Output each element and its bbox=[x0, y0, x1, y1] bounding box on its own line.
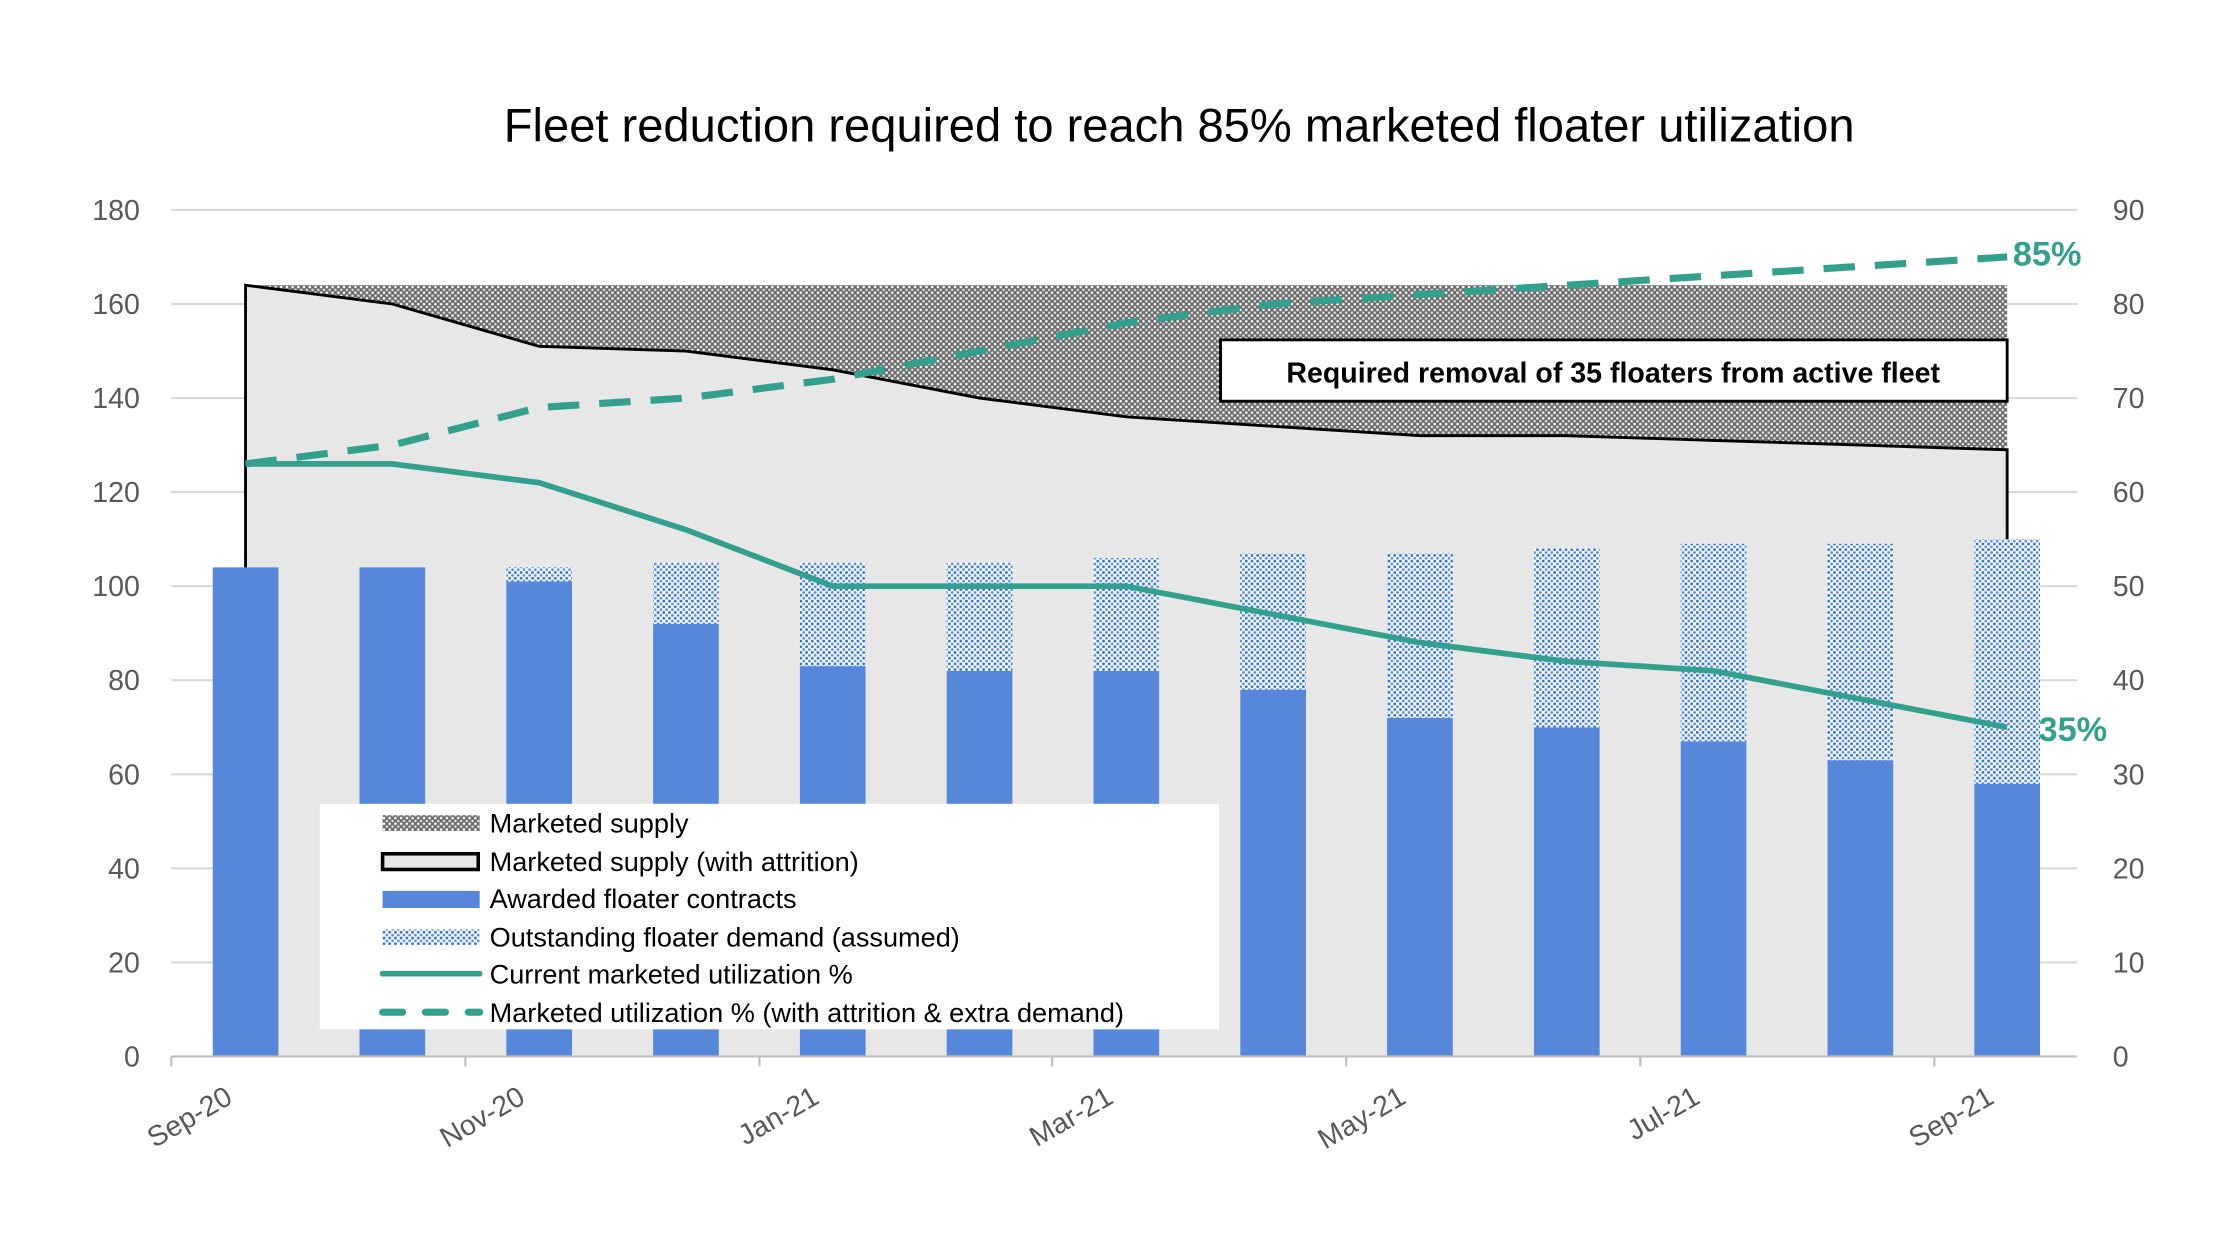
y-left-tick-label: 60 bbox=[108, 759, 140, 791]
legend-swatch-awarded bbox=[382, 890, 480, 909]
y-right-tick-label: 60 bbox=[2113, 477, 2145, 509]
demand-bar bbox=[1533, 548, 1600, 728]
attrition-outline bbox=[244, 283, 2009, 1057]
demand-bar bbox=[506, 567, 572, 582]
legend-label: Marketed utilization % (with attrition &… bbox=[490, 997, 1124, 1028]
y-left-tick-label: 40 bbox=[108, 853, 140, 885]
legend-label: Current marketed utilization % bbox=[490, 959, 853, 990]
y-right-tick-label: 80 bbox=[2113, 289, 2145, 321]
demand-bar bbox=[1974, 539, 2040, 784]
y-right-tick-label: 20 bbox=[2113, 853, 2145, 885]
y-left-tick-label: 80 bbox=[108, 665, 140, 697]
legend-label: Awarded floater contracts bbox=[490, 883, 797, 914]
legend-swatch-supply bbox=[382, 815, 480, 831]
y-left-tick-label: 160 bbox=[92, 289, 140, 321]
marketed-supply-area bbox=[245, 285, 2008, 450]
awarded-bar bbox=[1827, 760, 1894, 1057]
y-right-tick-label: 40 bbox=[2113, 665, 2145, 697]
legend-swatch-demand bbox=[382, 929, 480, 946]
end-label-solid: 35% bbox=[2039, 711, 2108, 749]
y-right-tick-label: 30 bbox=[2113, 759, 2145, 791]
awarded-bar bbox=[1680, 741, 1747, 1057]
legend-label: Marketed supply (with attrition) bbox=[490, 846, 859, 877]
demand-bar bbox=[653, 562, 719, 624]
awarded-bar bbox=[1974, 783, 2040, 1057]
dashed-utilization-line bbox=[245, 253, 2008, 468]
end-label-dashed: 85% bbox=[2013, 236, 2082, 274]
awarded-bar bbox=[1533, 727, 1600, 1057]
legend-swatch-attrition bbox=[380, 851, 481, 872]
y-right-tick-label: 0 bbox=[2113, 1041, 2129, 1073]
awarded-bar bbox=[212, 567, 279, 1057]
x-tick-label: May-21 bbox=[1313, 1081, 1411, 1156]
x-tick-label: Jan-21 bbox=[733, 1081, 825, 1152]
lines bbox=[245, 253, 2008, 731]
y-left-tick-label: 100 bbox=[92, 571, 140, 603]
x-tick-label: Mar-21 bbox=[1024, 1081, 1118, 1154]
x-tick-label: Jul-21 bbox=[1622, 1081, 1705, 1148]
removal-annotation: Required removal of 35 floaters from act… bbox=[1219, 338, 2009, 403]
y-left-tick-label: 140 bbox=[92, 383, 140, 415]
demand-bar bbox=[946, 562, 1013, 671]
current-utilization-line bbox=[245, 461, 2008, 731]
removal-annotation-text: Required removal of 35 floaters from act… bbox=[1286, 358, 1940, 390]
y-right-tick-label: 50 bbox=[2113, 571, 2145, 603]
y-right-tick-label: 10 bbox=[2113, 947, 2145, 979]
y-left-tick-label: 20 bbox=[108, 947, 140, 979]
y-left-tick-label: 0 bbox=[124, 1041, 140, 1073]
legend: Marketed supply Marketed supply (with at… bbox=[319, 803, 1220, 1030]
y-left-tick-label: 120 bbox=[92, 477, 140, 509]
demand-bar bbox=[1680, 543, 1747, 742]
demand-bar bbox=[1093, 557, 1160, 671]
x-tick-label: Sep-21 bbox=[1904, 1081, 2000, 1155]
y-right-tick-label: 70 bbox=[2113, 383, 2145, 415]
y-right-tick-label: 90 bbox=[2113, 195, 2145, 227]
demand-bar bbox=[1827, 543, 1894, 761]
awarded-bar bbox=[1240, 689, 1306, 1057]
legend-label: Marketed supply bbox=[490, 807, 689, 838]
awarded-bar bbox=[1387, 717, 1453, 1057]
axes: 0 20 40 60 80 100 120 140 160 180 0 10 20 30 40 50 60 70 8… bbox=[92, 195, 2144, 1156]
x-tick-label: Nov-20 bbox=[435, 1081, 531, 1155]
y-left-tick-label: 180 bbox=[92, 195, 140, 227]
x-tick-label: Sep-20 bbox=[142, 1081, 238, 1155]
chart-title: Fleet reduction required to reach 85% ma… bbox=[504, 98, 1855, 151]
legend-label: Outstanding floater demand (assumed) bbox=[490, 922, 960, 953]
